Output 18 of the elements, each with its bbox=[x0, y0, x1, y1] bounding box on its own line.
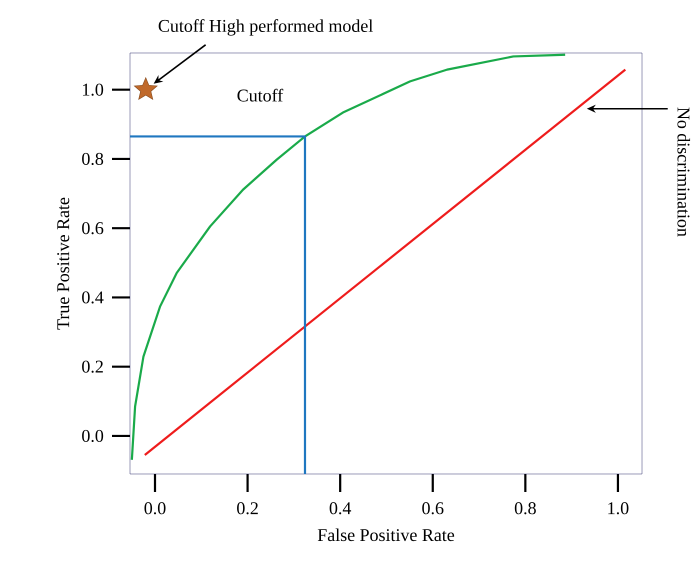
y-tick-label: 0.2 bbox=[82, 360, 103, 373]
y-tick-label: 1.0 bbox=[82, 84, 104, 96]
x-tick-label: 1.0 bbox=[608, 502, 628, 514]
x-tick-label: 0.8 bbox=[514, 502, 536, 514]
y-tick-label: 0.8 bbox=[82, 152, 104, 166]
text: No discrimination bbox=[677, 107, 690, 237]
y-axis-title: True Positive Rate bbox=[57, 198, 70, 330]
y-tick-label: 0.0 bbox=[82, 430, 104, 442]
annotation: Cutoff bbox=[237, 88, 284, 102]
y-tick-label: 0.6 bbox=[82, 222, 104, 234]
x-tick-label: 0.4 bbox=[330, 502, 352, 514]
annotation: Cutoff High performed model bbox=[158, 19, 373, 36]
line-series bbox=[130, 54, 566, 461]
x-axis-title: False Positive Rate bbox=[318, 528, 454, 542]
x-tick-label: 0.6 bbox=[422, 502, 444, 514]
y-tick-label: 0.4 bbox=[82, 291, 104, 304]
x-tick-label: 0.2 bbox=[237, 502, 258, 514]
x-tick-label: 0.0 bbox=[144, 502, 166, 514]
